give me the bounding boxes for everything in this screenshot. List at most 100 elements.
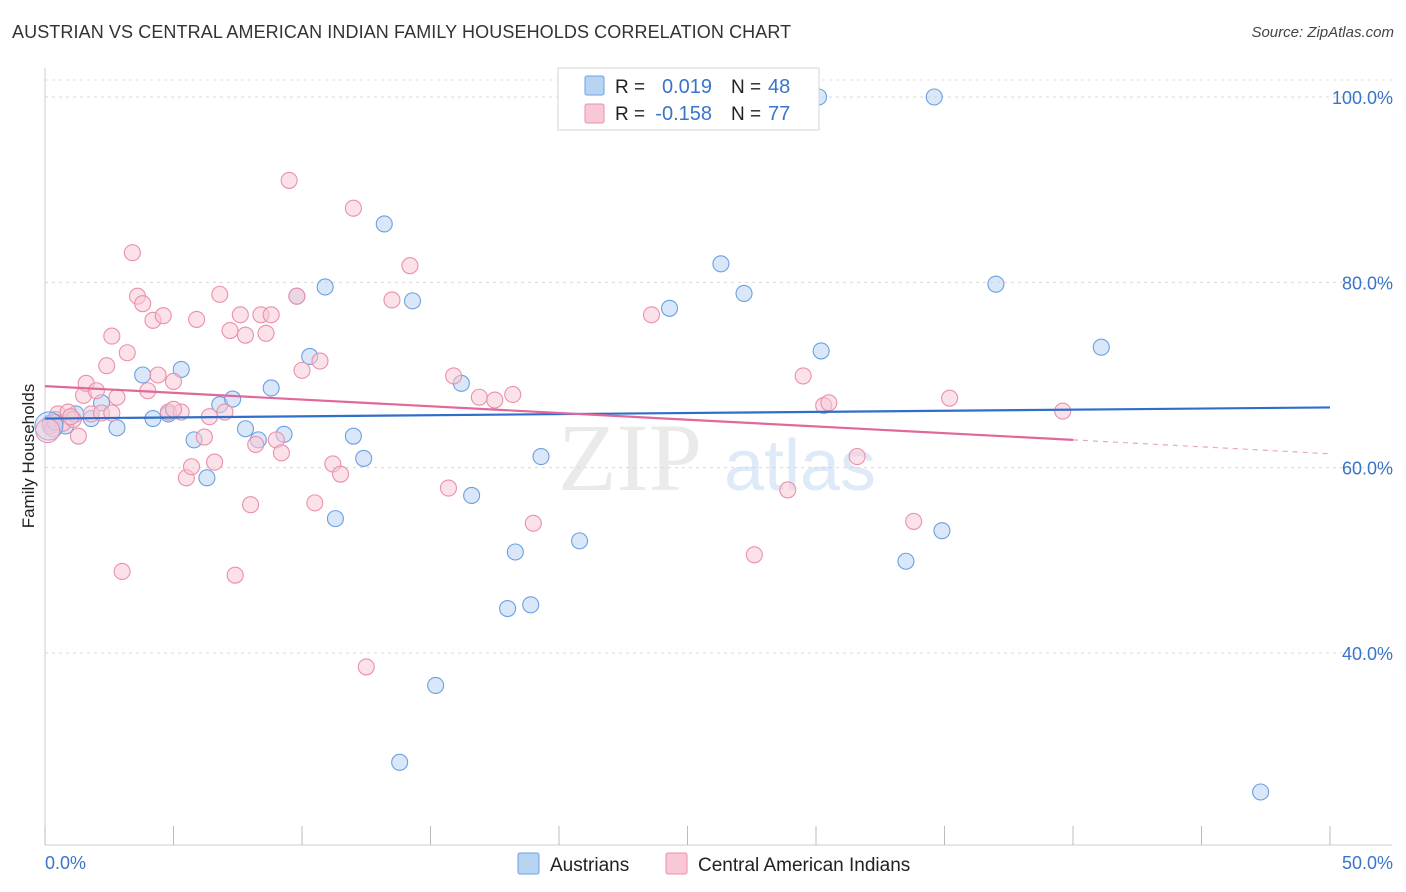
point-central-american-indians bbox=[848, 447, 866, 466]
series-legend: Austrians Central American Indians bbox=[517, 852, 910, 876]
point-austrians bbox=[506, 543, 524, 561]
point-central-american-indians bbox=[794, 367, 812, 385]
point-central-american-indians bbox=[98, 357, 116, 375]
point-austrians bbox=[463, 486, 481, 505]
point-austrians bbox=[108, 419, 126, 437]
point-central-american-indians bbox=[262, 306, 280, 324]
point-central-american-indians bbox=[188, 310, 206, 328]
stats-n-label: N = bbox=[731, 104, 761, 125]
point-central-american-indians bbox=[242, 496, 260, 514]
point-austrians bbox=[316, 278, 334, 296]
point-central-american-indians bbox=[344, 199, 362, 217]
trend-line-central-american-indians bbox=[44, 385, 1074, 441]
point-austrians bbox=[262, 379, 280, 397]
point-austrians bbox=[499, 599, 517, 618]
point-central-american-indians bbox=[123, 244, 141, 262]
point-central-american-indians bbox=[182, 458, 201, 476]
point-austrians bbox=[355, 449, 373, 467]
point-central-american-indians bbox=[905, 512, 923, 530]
point-central-american-indians bbox=[87, 382, 105, 400]
y-tick-label: 40.0% bbox=[1342, 644, 1393, 664]
point-central-american-indians bbox=[745, 546, 763, 564]
point-central-american-indians bbox=[288, 287, 306, 305]
watermark-atlas: atlas bbox=[724, 426, 876, 506]
x-tick-label: 50.0% bbox=[1342, 853, 1393, 873]
point-central-american-indians bbox=[272, 444, 290, 462]
point-austrians bbox=[236, 420, 255, 438]
point-central-american-indians bbox=[280, 171, 298, 189]
grid-lines bbox=[45, 79, 1392, 654]
point-central-american-indians bbox=[236, 326, 255, 344]
stats-r-label: R = bbox=[615, 77, 645, 98]
point-austrians bbox=[925, 88, 943, 106]
point-austrians bbox=[532, 447, 550, 466]
point-central-american-indians bbox=[331, 465, 350, 483]
point-central-american-indians bbox=[642, 306, 661, 324]
point-central-american-indians bbox=[149, 366, 167, 384]
point-austrians bbox=[344, 427, 362, 445]
trend-line-austrians bbox=[44, 406, 1331, 420]
point-austrians bbox=[326, 510, 344, 528]
y-axis-title: Family Households bbox=[19, 384, 38, 529]
stats-n-value: 77 bbox=[768, 103, 790, 125]
point-central-american-indians bbox=[195, 428, 213, 446]
point-central-american-indians bbox=[445, 367, 463, 385]
axes bbox=[44, 68, 1392, 846]
x-tick-label: 0.0% bbox=[45, 853, 86, 873]
point-austrians bbox=[198, 469, 216, 487]
point-austrians bbox=[172, 360, 190, 378]
point-central-american-indians bbox=[486, 391, 504, 409]
point-central-american-indians bbox=[504, 385, 522, 404]
trend-lines bbox=[44, 385, 1331, 455]
point-austrians bbox=[522, 596, 540, 614]
watermark-zip: ZIP bbox=[558, 404, 702, 511]
point-central-american-indians bbox=[211, 285, 229, 303]
point-central-american-indians bbox=[226, 566, 244, 584]
point-central-american-indians bbox=[820, 394, 838, 412]
point-central-american-indians bbox=[118, 344, 136, 362]
point-central-american-indians bbox=[134, 295, 152, 313]
point-central-american-indians bbox=[164, 372, 183, 391]
point-austrians bbox=[391, 753, 409, 771]
point-central-american-indians bbox=[62, 408, 80, 426]
point-austrians bbox=[987, 275, 1005, 293]
point-central-american-indians bbox=[357, 658, 375, 676]
point-central-american-indians bbox=[103, 327, 121, 345]
point-austrians bbox=[134, 366, 152, 384]
point-central-american-indians bbox=[35, 418, 61, 444]
legend-swatch-central-american-indians bbox=[665, 852, 688, 875]
point-central-american-indians bbox=[524, 514, 542, 532]
point-central-american-indians bbox=[470, 388, 488, 406]
point-austrians bbox=[571, 532, 589, 550]
point-central-american-indians bbox=[779, 481, 797, 499]
point-central-american-indians bbox=[439, 479, 458, 497]
stats-legend: R = 0.019 N = 48 R = -0.158 N = 77 bbox=[557, 67, 820, 131]
point-central-american-indians bbox=[941, 389, 959, 407]
legend-label-central-american-indians: Central American Indians bbox=[698, 855, 910, 876]
y-tick-label: 100.0% bbox=[1332, 88, 1393, 108]
legend-label-austrians: Austrians bbox=[550, 855, 629, 876]
point-central-american-indians bbox=[257, 324, 275, 342]
point-central-american-indians bbox=[154, 307, 172, 325]
point-austrians bbox=[735, 284, 753, 303]
legend-swatch-austrians bbox=[517, 852, 540, 875]
point-austrians bbox=[427, 676, 445, 694]
point-central-american-indians bbox=[164, 400, 183, 418]
point-central-american-indians bbox=[108, 388, 126, 406]
point-austrians bbox=[375, 215, 393, 233]
stats-n-value: 48 bbox=[768, 76, 790, 98]
stats-swatch-central-american-indians bbox=[584, 103, 605, 124]
trend-line-extension bbox=[1072, 439, 1331, 455]
point-austrians bbox=[660, 299, 679, 317]
chart-title: AUSTRIAN VS CENTRAL AMERICAN INDIAN FAMI… bbox=[12, 22, 792, 42]
point-central-american-indians bbox=[113, 562, 131, 581]
point-austrians bbox=[1252, 783, 1270, 801]
point-central-american-indians bbox=[306, 494, 324, 512]
stats-swatch-austrians bbox=[584, 75, 605, 96]
point-austrians bbox=[812, 342, 830, 360]
point-central-american-indians bbox=[1054, 402, 1072, 420]
point-central-american-indians bbox=[69, 427, 87, 445]
point-austrians bbox=[1092, 338, 1110, 356]
point-central-american-indians bbox=[231, 306, 249, 324]
